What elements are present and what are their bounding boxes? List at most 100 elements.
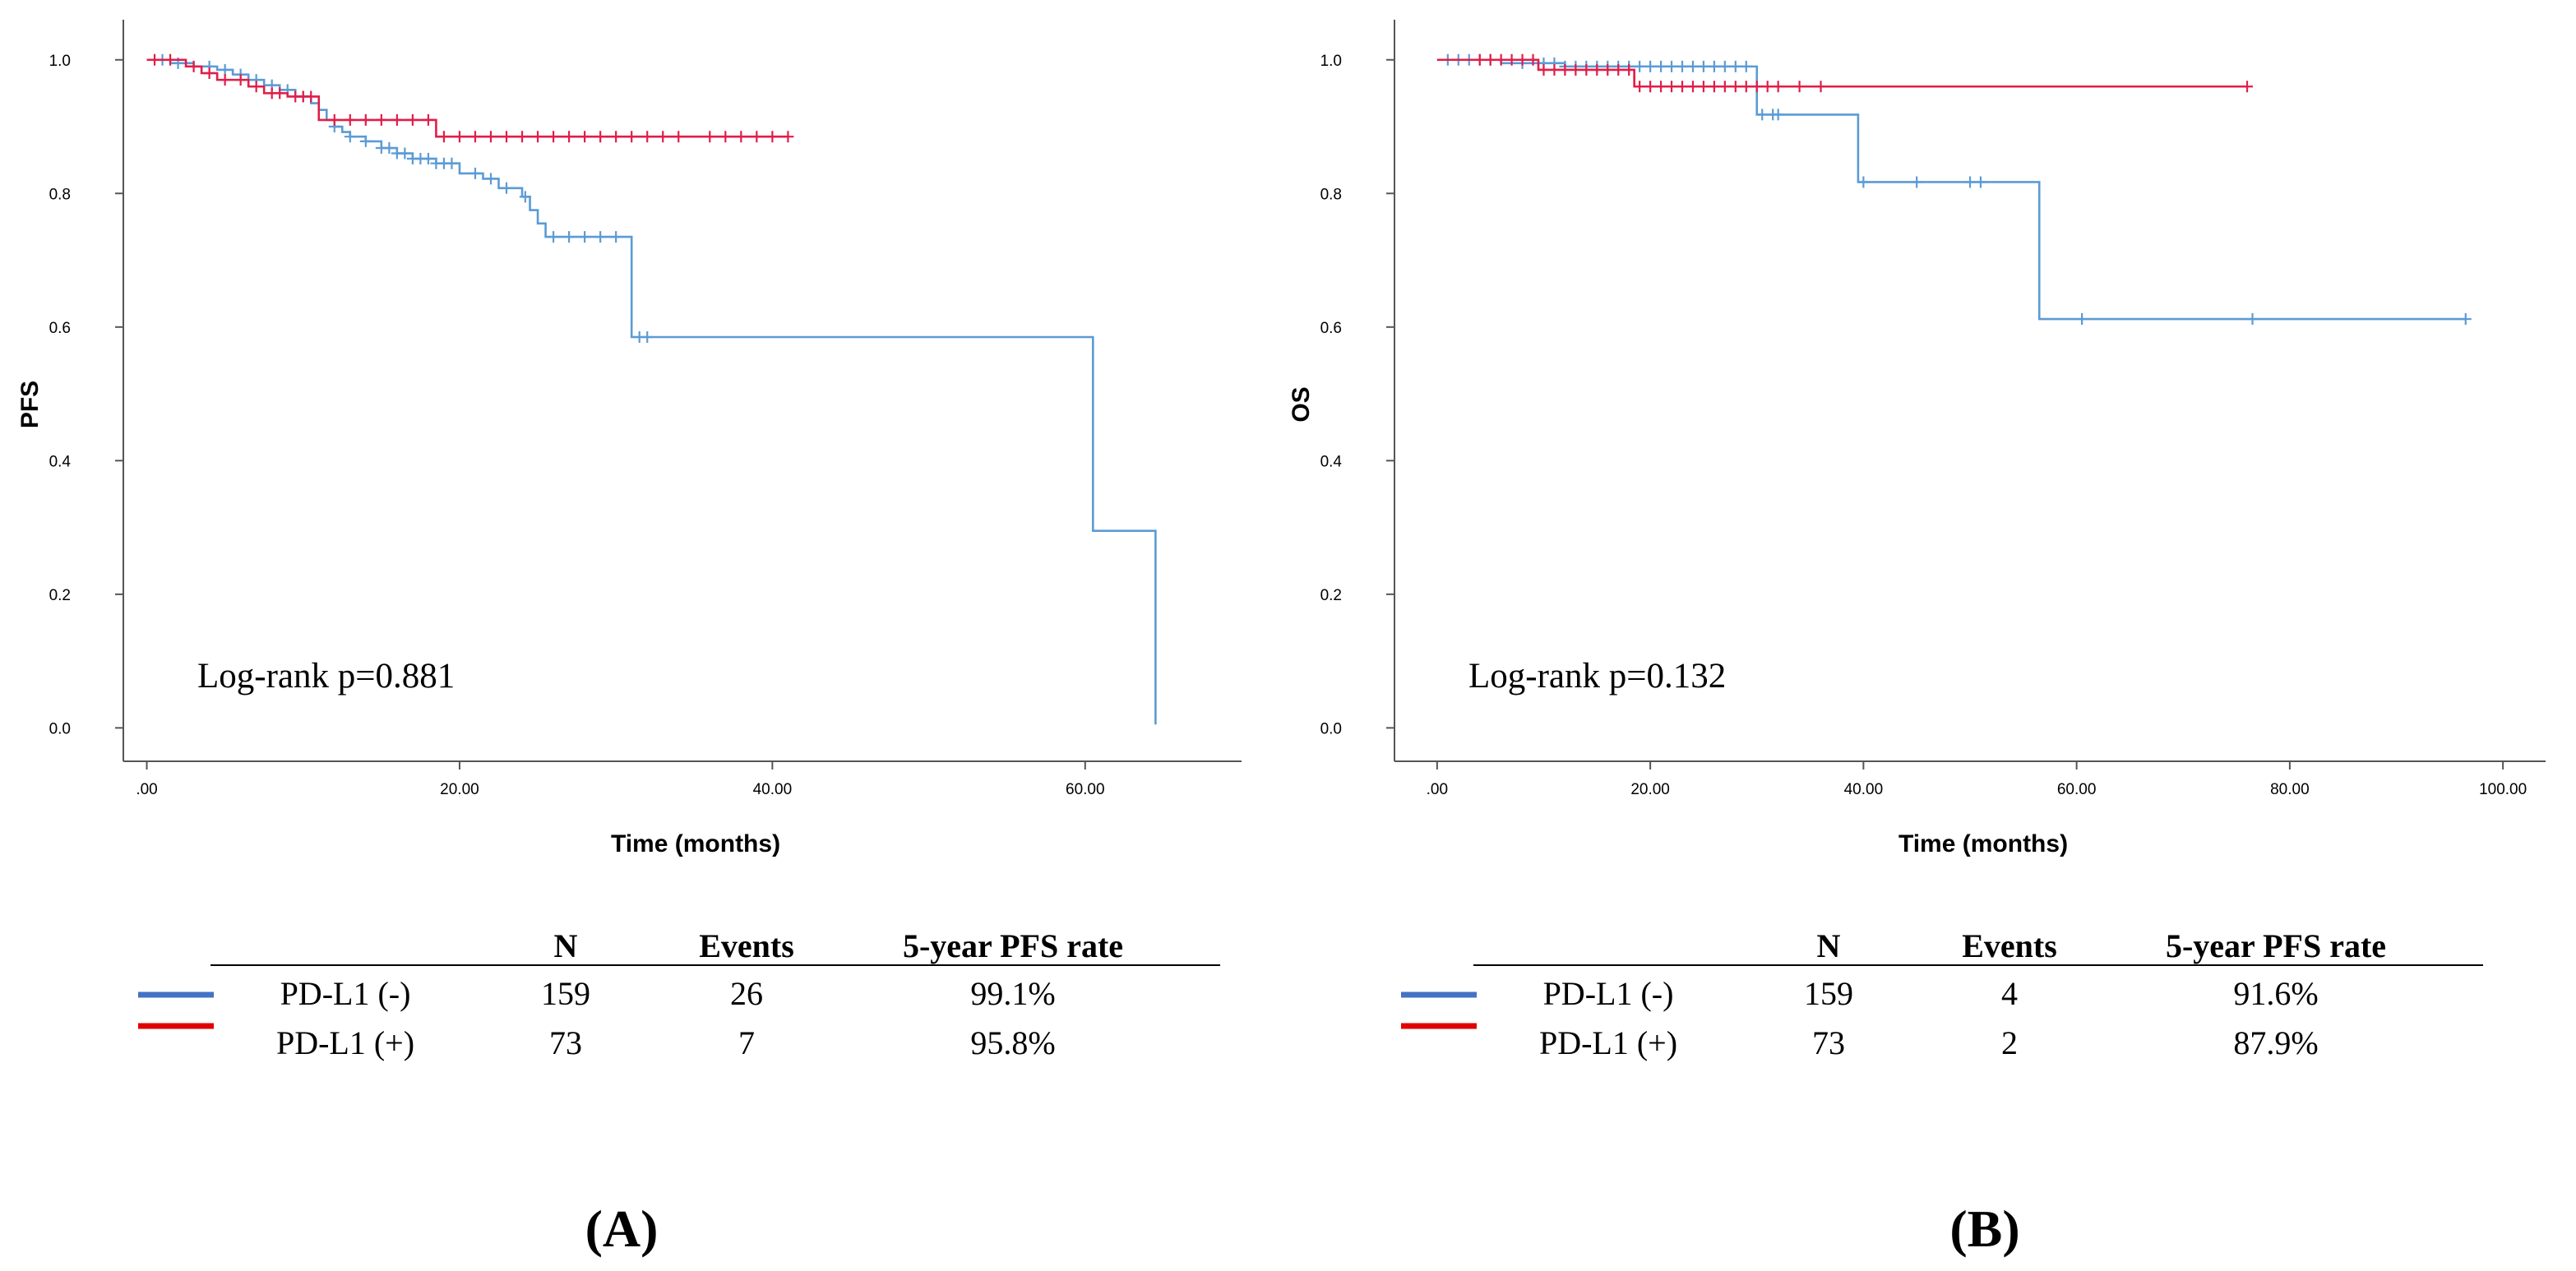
censor-mark	[1570, 63, 1582, 76]
log-rank-annotation: Log-rank p=0.881	[197, 657, 455, 696]
censor-mark	[453, 131, 465, 143]
censor-mark	[1666, 60, 1678, 72]
censor-mark	[1756, 109, 1769, 121]
censor-mark	[579, 231, 591, 243]
censor-mark	[1857, 176, 1870, 188]
censor-mark	[1527, 53, 1539, 66]
table-header: N	[554, 927, 578, 964]
censor-mark	[1505, 53, 1518, 66]
x-tick-label: 100.00	[2479, 781, 2527, 798]
censor-mark	[1708, 81, 1720, 93]
censor-mark	[1911, 176, 1923, 188]
table-cell-n: 73	[1812, 1024, 1845, 1061]
table-cell-n: 159	[1804, 975, 1853, 1012]
censor-mark	[1623, 63, 1635, 76]
censor-mark	[1772, 109, 1784, 121]
censor-mark	[274, 87, 286, 99]
censor-mark	[446, 157, 458, 169]
table-cell-rate: 95.8%	[970, 1024, 1055, 1061]
panel-label: (A)	[585, 1199, 659, 1258]
censor-mark	[187, 60, 200, 72]
censor-mark	[610, 131, 622, 143]
x-tick-label: 40.00	[1844, 781, 1884, 798]
censor-mark	[641, 131, 654, 143]
censor-mark	[484, 131, 497, 143]
censor-mark	[751, 131, 763, 143]
censor-mark	[1484, 53, 1496, 66]
censor-mark	[2459, 313, 2472, 326]
x-tick-label: 40.00	[753, 781, 793, 798]
censor-mark	[626, 131, 638, 143]
censor-mark	[1686, 60, 1699, 72]
censor-mark	[1559, 63, 1571, 76]
censor-mark	[1548, 63, 1561, 76]
censor-mark	[657, 131, 669, 143]
censor-mark	[383, 142, 395, 155]
censor-mark	[594, 131, 607, 143]
panel-a: 0.0 0.2 0.4 0.6 0.8 1.0 .00 20.00 40.00 60.00 Time…	[16, 20, 1242, 1258]
censor-mark	[1718, 60, 1731, 72]
censor-mark	[704, 131, 716, 143]
censor-mark	[1686, 81, 1699, 93]
y-tick-label: 0.2	[1320, 587, 1342, 604]
censor-mark	[1750, 81, 1763, 93]
y-tick-label: 0.4	[1320, 453, 1343, 470]
table-cell-events: 2	[2001, 1024, 2018, 1061]
censor-mark	[328, 113, 340, 126]
censor-mark	[1708, 60, 1720, 72]
censor-mark	[1676, 81, 1688, 93]
plot-group: 0.0 0.2 0.4 0.6 0.8 1.0 .00 20.00 40.00 60.00 Time…	[16, 20, 1242, 1258]
censor-mark	[1718, 81, 1731, 93]
censor-mark	[1516, 53, 1528, 66]
censor-mark	[594, 231, 607, 243]
censor-mark	[422, 153, 434, 165]
table-row-label: PD-L1 (-)	[1543, 975, 1674, 1012]
censor-mark	[1538, 63, 1550, 76]
censor-mark	[1655, 81, 1667, 93]
censor-mark	[219, 74, 231, 86]
censor-mark	[469, 167, 481, 179]
table-cell-n: 73	[549, 1024, 582, 1061]
censor-mark	[305, 90, 317, 103]
table-row-label: PD-L1 (+)	[276, 1024, 414, 1061]
y-tick-label: 0.2	[49, 587, 71, 604]
censor-mark	[234, 74, 247, 86]
censor-mark	[399, 147, 411, 159]
x-tick-label: 80.00	[2270, 781, 2310, 798]
table-cell-rate: 99.1%	[970, 975, 1055, 1012]
censor-mark	[1697, 60, 1709, 72]
y-axis-title: PFS	[16, 381, 44, 428]
table-cell-n: 159	[541, 975, 590, 1012]
censor-mark	[1644, 81, 1657, 93]
table-cell-rate: 91.6%	[2233, 975, 2318, 1012]
censor-mark	[1729, 81, 1741, 93]
censor-mark	[1634, 81, 1646, 93]
censor-mark	[1772, 81, 1784, 93]
x-tick-label: 60.00	[2057, 781, 2097, 798]
censor-mark	[1612, 63, 1625, 76]
censor-mark	[1740, 60, 1752, 72]
x-tick-label: 60.00	[1066, 781, 1105, 798]
censor-mark	[1729, 60, 1741, 72]
y-tick-label: 1.0	[1320, 53, 1342, 70]
table-cell-events: 26	[730, 975, 763, 1012]
censor-mark	[2246, 313, 2259, 326]
km-curve-pdl1-neg	[146, 58, 1157, 725]
table-header: Events	[699, 927, 794, 964]
censor-mark	[1580, 63, 1593, 76]
censor-mark	[2241, 81, 2254, 93]
censor-mark	[1793, 81, 1806, 93]
censor-mark	[641, 330, 654, 343]
censor-mark	[532, 131, 544, 143]
censor-mark	[1676, 60, 1688, 72]
censor-mark	[469, 131, 481, 143]
y-tick-label: 1.0	[49, 53, 71, 70]
table-header: 5-year PFS rate	[2166, 927, 2386, 964]
table-row-label: PD-L1 (-)	[280, 975, 411, 1012]
censor-mark	[2076, 313, 2088, 326]
censor-mark	[766, 131, 779, 143]
table-cell-events: 7	[738, 1024, 755, 1061]
censor-mark	[501, 182, 513, 194]
log-rank-annotation: Log-rank p=0.132	[1468, 657, 1726, 696]
